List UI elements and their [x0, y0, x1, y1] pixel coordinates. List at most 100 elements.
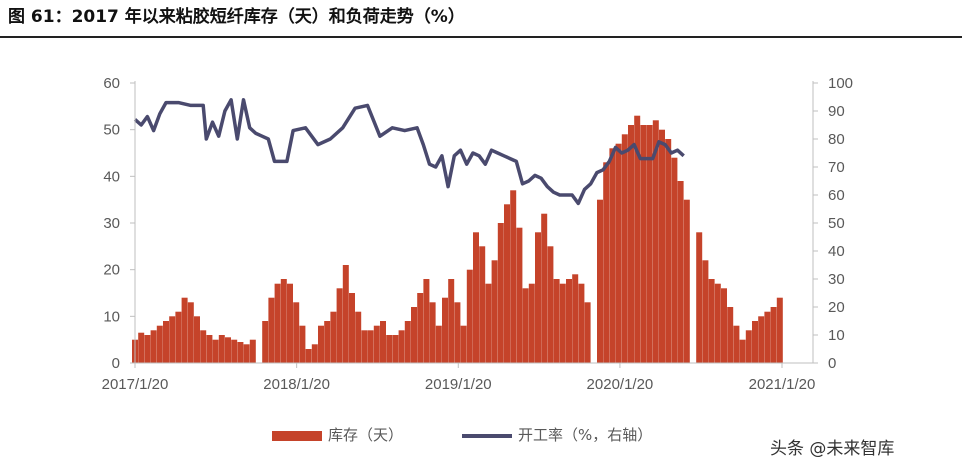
inventory-bar-58	[491, 260, 498, 363]
inventory-bar-5	[163, 321, 169, 363]
inventory-bar-68	[553, 279, 560, 363]
inventory-bar-31	[324, 321, 331, 363]
inventory-bar-62	[516, 227, 523, 363]
y-right-tick-label-2: 20	[828, 299, 845, 316]
inventory-bar-100	[752, 321, 758, 363]
y-right-tick-label-9: 90	[828, 103, 845, 120]
inventory-bar-70	[566, 279, 572, 363]
inventory-bar-40	[380, 321, 386, 363]
figure-title: 图 61：2017 年以来粘胶短纤库存（天）和负荷走势（%）	[8, 7, 465, 27]
inventory-bar-32	[330, 311, 337, 363]
inventory-bar-8	[181, 297, 188, 363]
inventory-bar-44	[404, 321, 411, 363]
legend-item-utilization: 开工率（%，右轴）	[462, 424, 652, 445]
inventory-bar-89	[683, 199, 690, 363]
inventory-bar-63	[522, 288, 529, 363]
inventory-bar-43	[398, 330, 405, 363]
inventory-bar-67	[547, 246, 554, 363]
inventory-bar-27	[299, 325, 306, 363]
inventory-bar-19	[249, 339, 256, 363]
y-left-tick-label-6: 60	[103, 75, 120, 92]
chart-area: 0 10 20 30 40 50 60 0 10 20 30 40 50 60 70 80 90 100 2017/…	[102, 75, 853, 393]
inventory-bar-56	[479, 246, 486, 363]
watermark-text: 头条 @未来智库	[770, 439, 895, 459]
inventory-bar-10	[194, 316, 200, 363]
inventory-bar-16	[231, 339, 238, 363]
inventory-bar-51	[448, 279, 455, 363]
inventory-bar-26	[293, 302, 300, 363]
inventory-bar-84	[652, 120, 659, 363]
inventory-bar-33	[336, 288, 343, 363]
axes-layer: 0 10 20 30 40 50 60 0 10 20 30 40 50 60 70 80 90 100 2017/…	[102, 75, 853, 393]
inventory-bar-49	[435, 325, 442, 363]
title-rule	[0, 36, 962, 38]
inventory-bar-2	[144, 335, 151, 363]
y-left-tick-label-4: 40	[103, 168, 120, 185]
y-right-tick-label-7: 70	[828, 159, 845, 176]
inventory-bar-87	[671, 157, 678, 363]
inventory-bar-83	[646, 125, 653, 363]
x-tick-label-3: 2020/1/20	[587, 376, 654, 393]
y-right-tick-label-5: 50	[828, 215, 845, 232]
y-left-tick-label-0: 0	[112, 355, 120, 372]
legend-swatch-bar	[272, 430, 322, 441]
inventory-bar-45	[411, 307, 417, 363]
inventory-bar-69	[559, 283, 566, 363]
inventory-bar-86	[665, 139, 672, 363]
inventory-bar-101	[758, 316, 765, 363]
y-left-tick-label-1: 10	[103, 308, 120, 325]
inventory-bar-3	[150, 330, 157, 363]
inventory-bar-59	[497, 223, 504, 363]
line-layer	[133, 98, 685, 206]
inventory-bar-82	[640, 125, 647, 363]
inventory-bar-94	[714, 283, 721, 363]
y-right-tick-label-0: 0	[828, 355, 836, 372]
y-left-tick-label-3: 30	[103, 215, 120, 232]
inventory-bar-80	[628, 125, 634, 363]
inventory-bar-39	[373, 325, 380, 363]
inventory-bar-42	[392, 335, 399, 363]
inventory-bar-81	[634, 115, 641, 363]
inventory-bar-60	[504, 204, 510, 363]
inventory-bar-93	[708, 279, 715, 363]
inventory-bar-38	[367, 330, 374, 363]
y-right-tick-label-8: 80	[828, 131, 845, 148]
inventory-bar-64	[528, 283, 535, 363]
inventory-bar-21	[262, 321, 269, 363]
inventory-bar-46	[417, 293, 424, 363]
y-left-tick-label-5: 50	[103, 122, 120, 139]
inventory-bar-15	[225, 337, 231, 363]
inventory-bar-95	[721, 288, 727, 363]
y-right-tick-label-1: 10	[828, 327, 845, 344]
inventory-bar-91	[696, 232, 703, 363]
inventory-bar-22	[268, 297, 275, 363]
inventory-bar-85	[659, 129, 665, 363]
inventory-bar-99	[745, 330, 752, 363]
inventory-bar-7	[175, 311, 182, 363]
inventory-bar-55	[473, 232, 479, 363]
inventory-bar-36	[355, 311, 362, 363]
inventory-bar-52	[454, 302, 461, 363]
inventory-bar-9	[187, 302, 194, 363]
inventory-bar-29	[311, 344, 318, 363]
inventory-bar-11	[200, 330, 207, 363]
y-right-tick-label-6: 60	[828, 187, 845, 204]
inventory-bar-13	[212, 339, 219, 363]
inventory-bar-102	[764, 311, 771, 363]
inventory-bar-57	[485, 283, 492, 363]
inventory-bar-4	[156, 325, 163, 363]
inventory-bar-25	[287, 283, 293, 363]
inventory-bar-76	[603, 162, 610, 363]
y-right-tick-label-10: 100	[828, 75, 853, 92]
inventory-bar-6	[169, 316, 176, 363]
inventory-bar-12	[206, 335, 213, 363]
inventory-bar-71	[572, 274, 579, 363]
y-left-tick-label-2: 20	[103, 262, 120, 279]
inventory-bar-30	[318, 325, 324, 363]
inventory-bar-50	[442, 297, 448, 363]
y-right-tick-label-3: 30	[828, 271, 845, 288]
inventory-bar-17	[237, 342, 244, 363]
inventory-bar-88	[677, 181, 684, 363]
inventory-bar-23	[274, 283, 281, 363]
inventory-bar-53	[460, 325, 467, 363]
